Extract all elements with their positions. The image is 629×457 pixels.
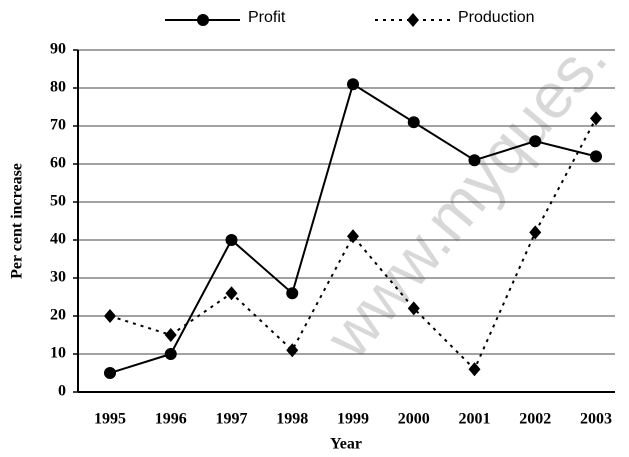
point bbox=[468, 154, 481, 167]
point bbox=[286, 343, 299, 358]
x-axis-label: Year bbox=[330, 436, 362, 453]
x-tick-label: 1999 bbox=[337, 411, 369, 428]
x-tick-label: 2003 bbox=[580, 411, 612, 428]
point bbox=[529, 225, 542, 240]
y-tick-label: 80 bbox=[50, 79, 66, 96]
legend-label: Production bbox=[458, 9, 535, 26]
x-tick-label: 1996 bbox=[155, 411, 187, 428]
x-tick-label: 1997 bbox=[216, 411, 248, 428]
point bbox=[407, 116, 420, 129]
x-tick-label: 2001 bbox=[459, 411, 491, 428]
point bbox=[104, 367, 116, 379]
point bbox=[225, 234, 238, 246]
series-line bbox=[109, 117, 597, 371]
point bbox=[286, 287, 299, 300]
point bbox=[590, 111, 602, 126]
y-axis-label: Per cent increase bbox=[9, 163, 26, 279]
point bbox=[529, 135, 542, 148]
point bbox=[407, 301, 420, 316]
y-tick-label: 20 bbox=[50, 307, 66, 324]
point bbox=[590, 150, 602, 163]
y-tick-label: 60 bbox=[50, 155, 66, 172]
legend-marker bbox=[407, 13, 419, 27]
legend-label: Profit bbox=[248, 9, 286, 26]
y-tick-label: 30 bbox=[50, 269, 66, 286]
point bbox=[164, 348, 177, 360]
x-tick-label: 2002 bbox=[519, 411, 551, 428]
y-tick-label: 0 bbox=[58, 383, 66, 400]
point bbox=[164, 328, 177, 342]
point bbox=[104, 309, 116, 323]
point bbox=[347, 78, 359, 91]
x-tick-label: 1998 bbox=[276, 411, 308, 428]
y-tick-label: 50 bbox=[50, 193, 66, 210]
y-tick-label: 10 bbox=[50, 345, 66, 362]
legend-marker bbox=[197, 14, 209, 26]
watermark: www.myques. bbox=[311, 22, 621, 371]
x-tick-label: 1995 bbox=[94, 411, 126, 428]
y-tick-label: 40 bbox=[50, 231, 66, 248]
y-tick-label: 70 bbox=[50, 117, 66, 134]
point bbox=[347, 229, 359, 244]
point bbox=[468, 362, 481, 377]
x-tick-label: 2000 bbox=[398, 411, 430, 428]
point bbox=[225, 286, 238, 301]
y-tick-label: 90 bbox=[50, 41, 66, 58]
